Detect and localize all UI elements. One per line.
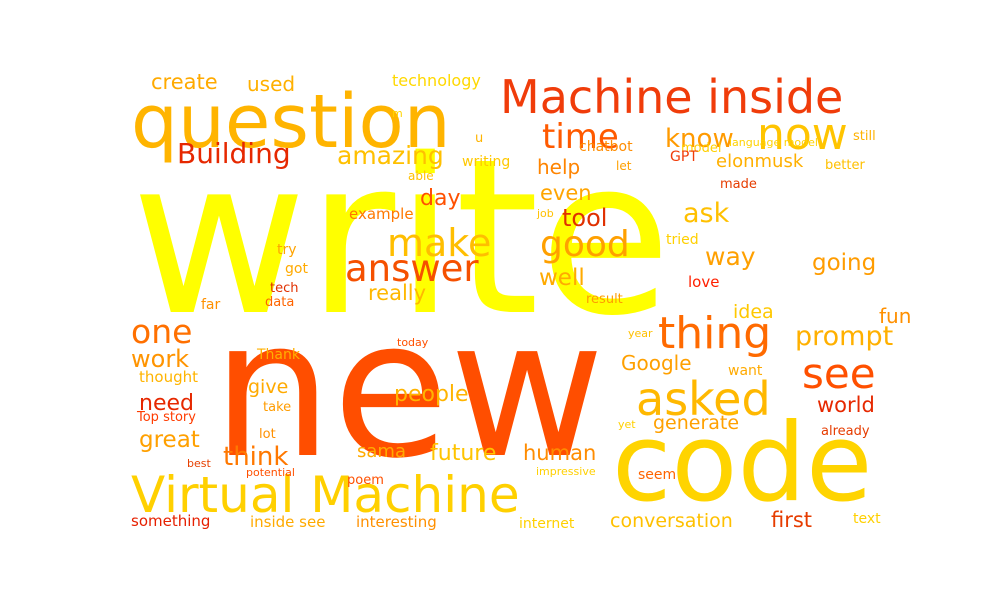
- word-today: today: [397, 336, 429, 349]
- word-take: take: [263, 400, 292, 415]
- word-chatbot: chatbot: [579, 139, 633, 155]
- word-well: well: [539, 265, 585, 291]
- word-ask: ask: [683, 198, 730, 229]
- word-future: future: [430, 441, 497, 466]
- word-made: made: [720, 177, 757, 192]
- word-yet: yet: [618, 418, 636, 431]
- word-example: example: [349, 205, 414, 223]
- word-asked: asked: [636, 372, 771, 426]
- word-tech: tech: [270, 281, 299, 296]
- word-work: work: [131, 345, 190, 373]
- word-data: data: [265, 295, 295, 310]
- word-world: world: [817, 393, 875, 417]
- word-write: write: [131, 112, 672, 363]
- word-machine-inside: Machine inside: [500, 70, 844, 124]
- word-internet: internet: [519, 516, 575, 532]
- word-generate: generate: [653, 412, 740, 434]
- word-already: already: [821, 424, 870, 439]
- word-create: create: [151, 70, 218, 94]
- word-really: really: [368, 281, 427, 305]
- word-m: m: [392, 107, 403, 120]
- word-people: people: [394, 382, 469, 407]
- word-tool: tool: [562, 204, 608, 232]
- word-google: Google: [621, 351, 692, 375]
- word-new: new: [212, 279, 605, 500]
- word-way: way: [705, 242, 756, 271]
- word-interesting: interesting: [356, 513, 437, 531]
- word-let: let: [616, 159, 632, 173]
- word-impressive: impressive: [536, 465, 596, 478]
- word-idea: idea: [733, 301, 774, 323]
- word-building: Building: [177, 137, 291, 170]
- word-first: first: [771, 508, 813, 532]
- word-thing: thing: [658, 308, 772, 359]
- word-think: think: [223, 442, 289, 472]
- word-conversation: conversation: [610, 510, 733, 532]
- word-virtual-machine: Virtual Machine: [131, 466, 520, 524]
- word-code: code: [612, 401, 873, 526]
- word-u: u: [475, 131, 484, 146]
- word-inside-see: inside see: [250, 513, 326, 531]
- word-time: time: [542, 117, 619, 157]
- word-potential: potential: [246, 466, 295, 479]
- word-thank: Thank: [257, 347, 300, 363]
- word-poem: poem: [347, 473, 384, 488]
- word-fun: fun: [879, 304, 912, 328]
- word-make: make: [387, 221, 492, 265]
- word-technology: technology: [392, 71, 481, 90]
- word-year: year: [628, 327, 653, 340]
- word-prompt: prompt: [795, 321, 894, 352]
- word-writing: writing: [462, 154, 511, 170]
- word-gpt: GPT: [670, 149, 698, 165]
- word-question: question: [131, 79, 451, 165]
- word-thought: thought: [139, 368, 198, 386]
- word-used: used: [247, 72, 296, 96]
- word-job: job: [537, 207, 554, 220]
- word-want: want: [728, 363, 763, 379]
- word-great: great: [139, 427, 200, 453]
- word-love: love: [688, 273, 720, 291]
- word-see: see: [802, 349, 876, 398]
- word-language-model: language model: [729, 136, 818, 149]
- word-answer: answer: [345, 247, 479, 290]
- word-give: give: [248, 376, 289, 398]
- word-still: still: [853, 129, 876, 144]
- word-day: day: [420, 186, 461, 211]
- word-lot: lot: [259, 427, 276, 442]
- word-text: text: [853, 511, 881, 527]
- word-result: result: [586, 292, 623, 307]
- word-far: far: [201, 297, 221, 313]
- word-tried: tried: [666, 232, 699, 248]
- word-try: try: [277, 242, 297, 258]
- word-seem: seem: [638, 467, 677, 483]
- word-sama: sama: [357, 441, 406, 462]
- word-better: better: [825, 158, 865, 173]
- word-top-story: Top story: [137, 410, 196, 425]
- word-best: best: [187, 457, 211, 470]
- word-amazing: amazing: [337, 141, 444, 170]
- word-know: know: [665, 124, 734, 154]
- word-going: going: [812, 250, 877, 276]
- word-able: able: [408, 169, 434, 183]
- word-elonmusk: elonmusk: [716, 151, 804, 172]
- word-something: something: [131, 512, 211, 530]
- word-help: help: [537, 155, 581, 179]
- word-good: good: [540, 224, 630, 265]
- word-one: one: [131, 312, 193, 351]
- word-now: now: [757, 109, 848, 160]
- word-got: got: [285, 261, 308, 277]
- word-human: human: [523, 441, 597, 465]
- word-even: even: [540, 181, 592, 205]
- word-model: model: [681, 141, 722, 156]
- word-need: need: [139, 391, 194, 416]
